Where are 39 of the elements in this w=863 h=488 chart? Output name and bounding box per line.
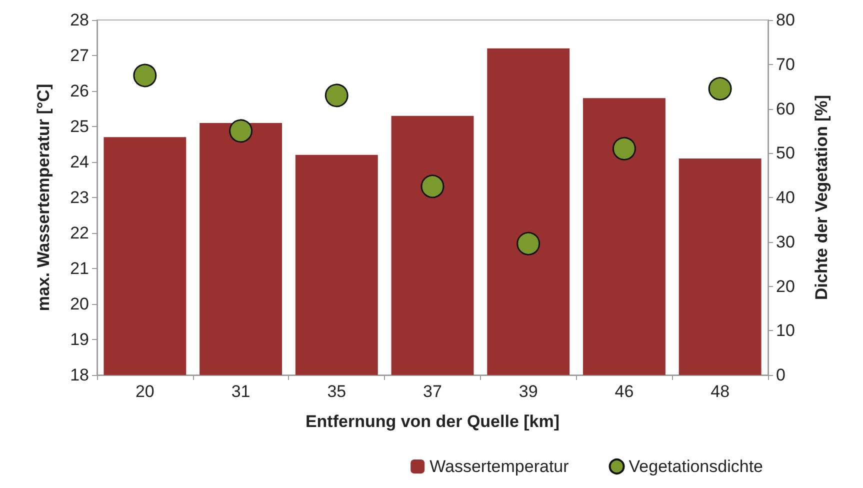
y-axis-title: max. Wassertemperatur [°C] — [34, 84, 53, 312]
x-tick-label: 20 — [135, 382, 154, 401]
y-tick-label: 26 — [70, 82, 89, 100]
y-tick-label: 20 — [70, 294, 89, 314]
point — [612, 136, 636, 160]
point — [229, 119, 253, 143]
x-tick-label: 48 — [710, 382, 730, 401]
x-tick-label: 35 — [327, 382, 346, 401]
point — [420, 174, 444, 198]
x-tick-label: 31 — [231, 382, 250, 401]
y2-axis-title: Dichte der Vegetation [%] — [812, 95, 831, 300]
y2-tick-label: 10 — [776, 321, 795, 340]
y-tick-label: 27 — [70, 46, 89, 65]
y-tick-label: 28 — [70, 10, 89, 30]
legend-label: Vegetationsdichte — [628, 457, 764, 476]
y-tick-label: 18 — [70, 366, 89, 384]
x-tick-label: 46 — [614, 382, 634, 401]
y-tick-label: 19 — [70, 330, 89, 349]
y2-tick-label: 80 — [776, 10, 795, 30]
x-tick-label: 39 — [518, 382, 538, 401]
y-tick-label: 25 — [70, 117, 89, 136]
y-tick-label: 23 — [70, 188, 89, 207]
y2-tick-label: 0 — [776, 366, 786, 384]
legend-label: Wassertemperatur — [430, 457, 570, 476]
y-tick-label: 21 — [70, 259, 89, 278]
x-axis-title: Entfernung von der Quelle [km] — [305, 412, 560, 431]
y2-tick-label: 60 — [776, 99, 795, 118]
point — [708, 77, 732, 101]
y2-tick-label: 30 — [776, 232, 795, 252]
point — [324, 84, 348, 108]
point — [133, 64, 157, 88]
x-tick-label: 37 — [423, 382, 442, 401]
point — [516, 232, 540, 256]
y2-tick-label: 50 — [776, 144, 795, 163]
y2-tick-label: 20 — [776, 276, 795, 296]
y2-tick-label: 40 — [776, 188, 795, 207]
y-tick-label: 22 — [70, 224, 89, 242]
y2-tick-label: 70 — [776, 54, 795, 74]
y-tick-label: 24 — [70, 152, 89, 172]
